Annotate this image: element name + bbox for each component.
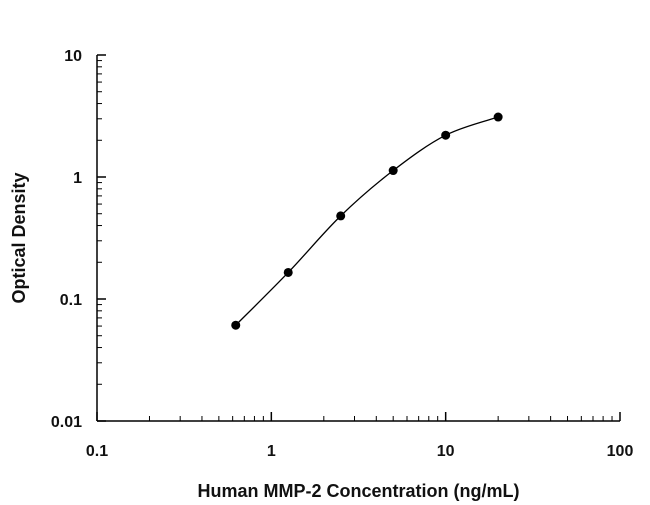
fit-curve-group bbox=[235, 116, 499, 326]
y-tick-label: 10 bbox=[64, 48, 82, 65]
y-tick-label: 0.01 bbox=[51, 414, 82, 431]
data-points bbox=[231, 112, 503, 330]
x-tick-label: 10 bbox=[437, 443, 455, 460]
y-axis-title: Optical Density bbox=[9, 172, 29, 303]
fit-curve bbox=[235, 116, 499, 326]
data-point bbox=[283, 267, 293, 277]
data-point bbox=[336, 211, 346, 221]
data-point bbox=[441, 130, 451, 140]
x-tick-label: 100 bbox=[607, 443, 634, 460]
axes bbox=[96, 54, 621, 422]
data-point bbox=[388, 166, 398, 176]
y-tick-label: 0.1 bbox=[60, 292, 82, 309]
data-point bbox=[493, 112, 503, 122]
x-axis-title: Human MMP-2 Concentration (ng/mL) bbox=[198, 481, 520, 501]
data-point bbox=[231, 320, 241, 330]
x-tick-label: 0.1 bbox=[86, 443, 108, 460]
x-tick-label: 1 bbox=[267, 443, 276, 460]
y-tick-label: 1 bbox=[73, 170, 82, 187]
